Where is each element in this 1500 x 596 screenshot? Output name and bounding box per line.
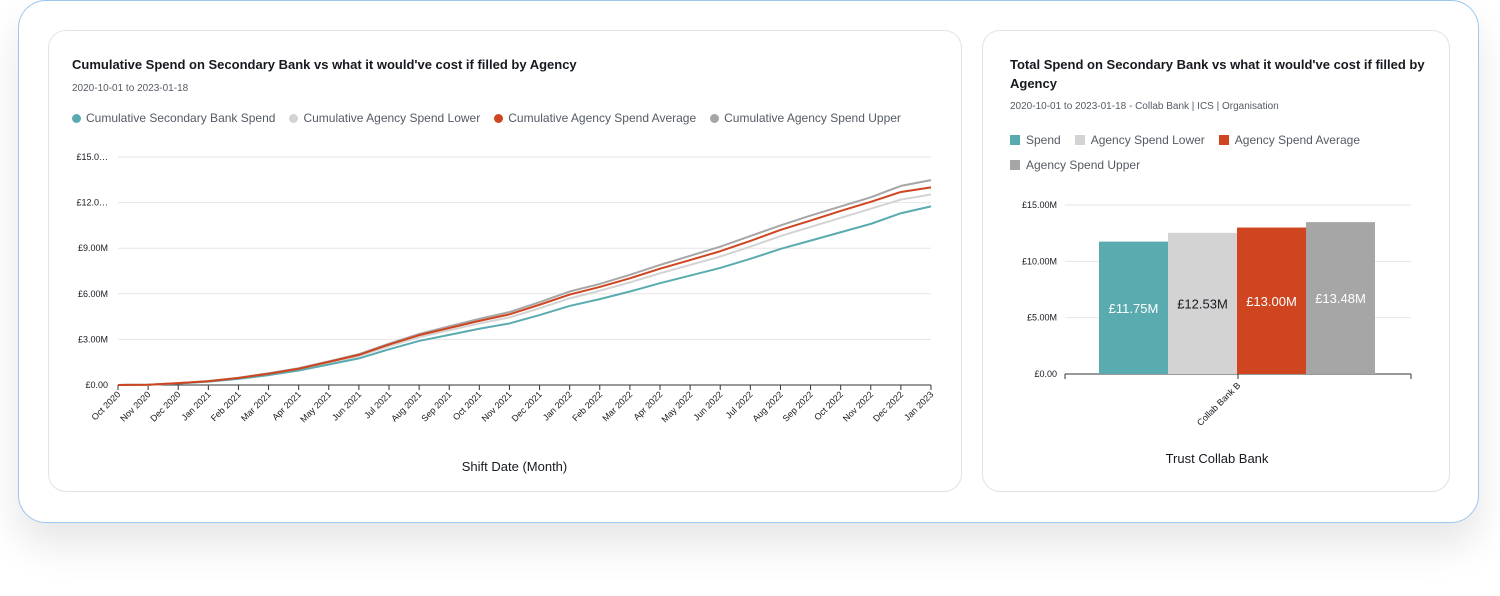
x-tick-label: Nov 2020 — [118, 389, 152, 423]
legend-label: Cumulative Agency Spend Lower — [303, 111, 481, 125]
legend-label: Cumulative Agency Spend Upper — [724, 111, 901, 125]
legend-marker — [1010, 135, 1020, 145]
x-tick-label: Mar 2022 — [600, 389, 634, 423]
bar-value-label: £13.48M — [1315, 291, 1366, 306]
line-chart-plot: £0.00 £3.00M £6.00M £9.00M £12.0… £15.0… Oct 2… — [76, 152, 935, 474]
x-tick-label: Jan 2022 — [541, 389, 574, 422]
x-tick-label: Jan 2023 — [902, 389, 935, 422]
y-tick-label: £5.00M — [1027, 313, 1057, 323]
series-line-cumulative-secondary-bank-spend — [117, 205, 932, 386]
y-tick-label: £15.00M — [1022, 200, 1057, 210]
x-tick-label: Oct 2021 — [451, 389, 484, 422]
bar-chart-title: Total Spend on Secondary Bank vs what it… — [1010, 57, 1425, 91]
y-tick-label: £9.00M — [78, 243, 108, 253]
series-line-cumulative-agency-spend-average — [117, 186, 932, 386]
x-tick-label: Sep 2022 — [781, 389, 815, 423]
legend-item-cumulative-agency-spend-lower[interactable]: Cumulative Agency Spend Lower — [289, 111, 480, 125]
cumulative-spend-card: Cumulative Spend on Secondary Bank vs wh… — [48, 30, 962, 492]
legend-marker — [289, 113, 299, 123]
y-tick-label: £0.00 — [1034, 369, 1057, 379]
legend-marker — [1074, 135, 1085, 145]
x-tick-label: May 2021 — [298, 389, 333, 424]
legend-item-spend[interactable]: Spend — [1010, 128, 1061, 152]
bar-value-label: £13.00M — [1246, 294, 1297, 309]
total-spend-card: Total Spend on Secondary Bank vs what it… — [982, 30, 1450, 492]
bar-chart-legend: Spend Agency Spend Lower Agency Spend Aver… — [1010, 128, 1430, 178]
line-chart-title: Cumulative Spend on Secondary Bank vs wh… — [72, 57, 577, 72]
x-tick-label: Collab Bank B — [1195, 380, 1242, 427]
x-tick-label: Nov 2022 — [841, 389, 875, 423]
x-tick-label: Dec 2021 — [510, 389, 544, 423]
bar-agency-spend-lower — [1168, 232, 1237, 374]
legend-label: Agency Spend Average — [1234, 133, 1360, 147]
bar-chart-subtitle: 2020-10-01 to 2023-01-18 - Collab Bank |… — [1010, 101, 1279, 112]
x-tick-label: Feb 2022 — [570, 389, 604, 423]
y-tick-label: £15.0… — [76, 152, 108, 162]
legend-label: Cumulative Secondary Bank Spend — [86, 111, 276, 125]
legend-marker — [710, 113, 720, 123]
y-tick-label: £3.00M — [78, 334, 108, 344]
line-chart-subtitle: 2020-10-01 to 2023-01-18 — [72, 83, 189, 94]
legend-marker — [494, 113, 504, 123]
x-tick-label: Jun 2021 — [330, 389, 363, 422]
legend-item-agency-spend-average[interactable]: Agency Spend Average — [1218, 128, 1360, 152]
legend-marker — [1010, 160, 1020, 170]
legend-item-cumulative-secondary-bank-spend[interactable]: Cumulative Secondary Bank Spend — [72, 111, 275, 125]
x-tick-label: Mar 2021 — [239, 389, 273, 423]
legend-label: Agency Spend Lower — [1090, 133, 1205, 147]
legend-item-cumulative-agency-spend-upper[interactable]: Cumulative Agency Spend Upper — [710, 111, 901, 125]
x-tick-label: Dec 2020 — [148, 389, 182, 423]
x-axis-title: Trust Collab Bank — [1166, 451, 1269, 466]
legend-marker — [72, 113, 81, 123]
y-tick-label: £10.00M — [1022, 256, 1057, 266]
x-tick-label: Feb 2021 — [209, 389, 243, 423]
bar-agency-spend-upper — [1306, 222, 1375, 374]
bar-chart-plot: £0.00 £5.00M £10.00M £15.00M £11.75M £12.53M £… — [1022, 200, 1412, 466]
series-line-cumulative-agency-spend-upper — [117, 179, 932, 386]
line-chart-legend: Cumulative Secondary Bank Spend Cumulativ… — [72, 111, 915, 126]
x-tick-label: May 2022 — [660, 389, 695, 424]
y-tick-label: £0.00 — [85, 380, 108, 390]
x-axis-title: Shift Date (Month) — [462, 459, 568, 474]
x-tick-label: Aug 2022 — [751, 389, 785, 423]
bar-spend — [1099, 241, 1168, 374]
legend-marker — [1218, 135, 1229, 145]
x-tick-label: Sep 2021 — [419, 389, 453, 423]
x-tick-label: Aug 2021 — [389, 389, 423, 423]
legend-item-agency-spend-upper[interactable]: Agency Spend Upper — [1010, 153, 1140, 177]
series-line-cumulative-agency-spend-lower — [117, 193, 932, 386]
bar-value-label: £11.75M — [1109, 301, 1159, 316]
x-tick-label: Jan 2021 — [179, 389, 212, 422]
bar-agency-spend-average — [1237, 227, 1306, 374]
legend-label: Spend — [1026, 133, 1061, 147]
x-tick-label: Jun 2022 — [691, 389, 724, 422]
bar-value-label: £12.53M — [1177, 296, 1228, 311]
y-tick-label: £12.0… — [76, 198, 108, 208]
x-tick-label: Dec 2022 — [871, 389, 905, 423]
legend-item-agency-spend-lower[interactable]: Agency Spend Lower — [1074, 128, 1205, 152]
legend-label: Cumulative Agency Spend Average — [508, 111, 697, 125]
x-tick-label: Nov 2021 — [480, 389, 514, 423]
legend-label: Agency Spend Upper — [1026, 158, 1141, 172]
legend-item-cumulative-agency-spend-average[interactable]: Cumulative Agency Spend Average — [494, 111, 696, 125]
x-tick-label: Oct 2022 — [812, 389, 845, 422]
y-tick-label: £6.00M — [78, 289, 108, 299]
x-tick-label: Oct 2020 — [90, 389, 123, 422]
